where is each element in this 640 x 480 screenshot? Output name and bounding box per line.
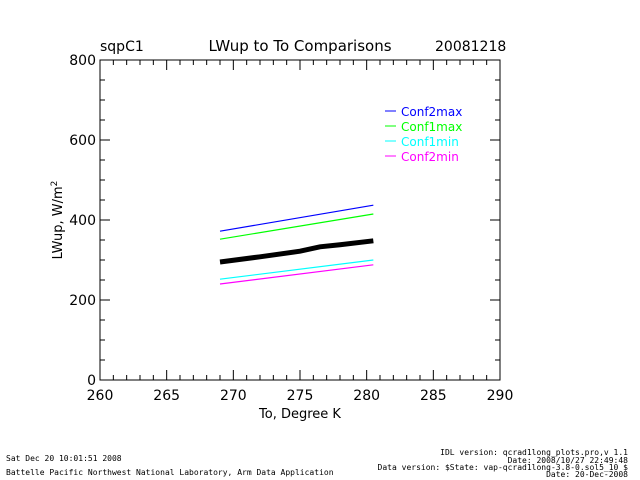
footer-org: Battelle Pacific Northwest National Labo… [6, 468, 334, 477]
footer-data-date: Date: 20-Dec-2008 [546, 470, 628, 479]
y-axis-label-superscript: 2 [50, 181, 60, 187]
x-axis-label: To, Degree K [258, 407, 341, 422]
footer-idl-version: IDL version: qcrad1long_plots.pro,v 1.1 [440, 448, 628, 457]
series-line-conf1min [219, 259, 374, 280]
footer-idl-date: Date: 2008/10/27 22:49:48 [507, 456, 628, 465]
x-tick-label: 265 [153, 388, 180, 404]
footer-timestamp: Sat Dec 20 10:01:51 2008 [6, 454, 122, 463]
date-label: 20081218 [435, 39, 506, 55]
y-tick-label: 800 [69, 53, 96, 69]
site-label: sqpC1 [100, 39, 144, 55]
series-line-conf1max [219, 213, 374, 240]
footer-data-version: Data version: $State: vap-qcrad1long-3.8… [377, 463, 628, 472]
x-tick-label: 260 [87, 388, 114, 404]
legend-label: Conf1max [401, 120, 462, 134]
x-tick-label: 280 [353, 388, 380, 404]
y-axis-label: LWup, W/m2 [50, 181, 66, 260]
x-tick-label: 285 [420, 388, 447, 404]
legend-label: Conf2min [401, 150, 459, 164]
legend-label: Conf2max [401, 105, 462, 119]
legend-label: Conf1min [401, 135, 459, 149]
series-line-conf2min [219, 264, 374, 285]
y-tick-label: 0 [87, 373, 96, 389]
y-tick-label: 400 [69, 213, 96, 229]
y-tick-label: 600 [69, 133, 96, 149]
x-tick-label: 270 [220, 388, 247, 404]
x-tick-label: 290 [487, 388, 514, 404]
series-line-observed [219, 238, 374, 265]
y-tick-label: 200 [69, 293, 96, 309]
x-tick-label: 275 [287, 388, 314, 404]
chart-title: LWup to To Comparisons [208, 37, 391, 55]
series-line-conf2max [219, 204, 374, 232]
